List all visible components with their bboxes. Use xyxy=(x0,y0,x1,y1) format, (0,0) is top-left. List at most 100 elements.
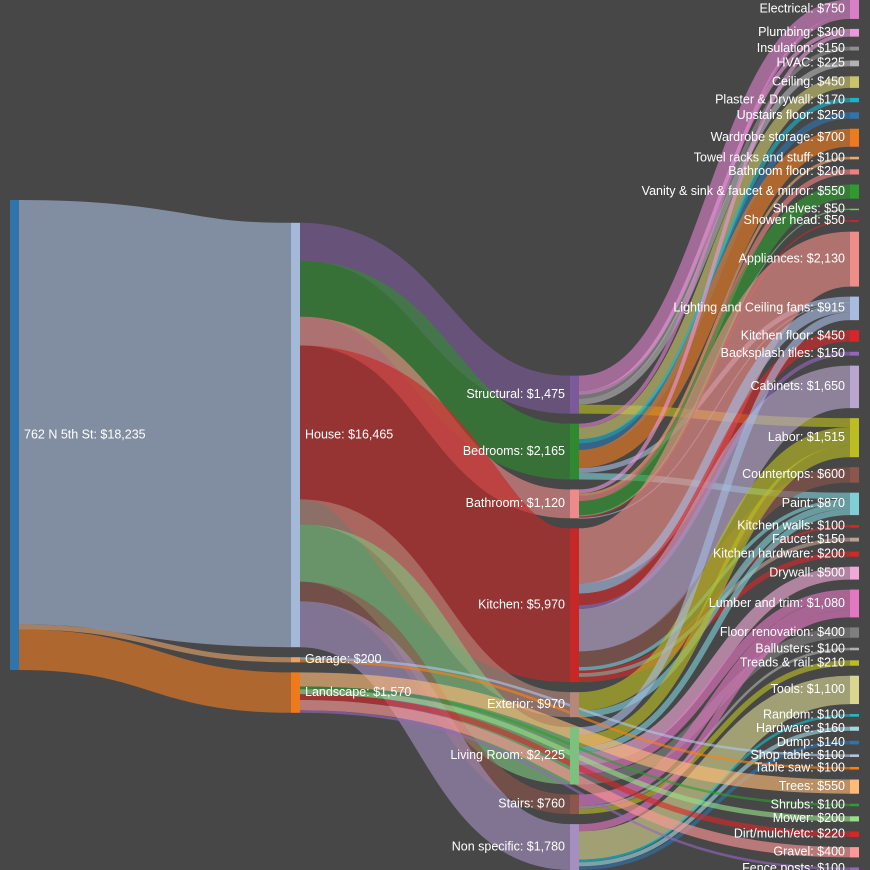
node-gravel xyxy=(850,847,859,858)
node-label-kitchen: Kitchen: $5,970 xyxy=(478,598,565,612)
node-stairs xyxy=(570,794,579,815)
link-house-to-nonspecific xyxy=(298,601,572,870)
node-label-vanity: Vanity & sink & faucet & mirror: $550 xyxy=(642,184,845,198)
sankey-nodes xyxy=(10,0,859,870)
node-electrical xyxy=(850,0,859,19)
node-shower xyxy=(850,220,859,222)
link-kitchen-to-appliances xyxy=(576,231,853,584)
node-label-backsplash: Backsplash tiles: $150 xyxy=(721,346,845,360)
node-random xyxy=(850,714,859,717)
sankey-labels: 762 N 5th St: $18,235 House: $16,465 Garag… xyxy=(24,2,845,870)
link-bathroom-to-towel xyxy=(578,156,851,496)
node-label-stairs: Stairs: $760 xyxy=(498,797,565,811)
node-label-kitchen_floor: Kitchen floor: $450 xyxy=(741,328,845,342)
node-ballusters xyxy=(850,647,859,651)
node-label-structural: Structural: $1,475 xyxy=(466,387,565,401)
node-label-wardrobe: Wardrobe storage: $700 xyxy=(711,130,845,144)
node-label-house: House: $16,465 xyxy=(305,427,393,441)
link-exterior-to-labor xyxy=(578,427,851,711)
node-plaster xyxy=(850,97,859,103)
node-garage xyxy=(291,657,300,663)
node-countertops xyxy=(850,467,859,483)
node-faucet xyxy=(850,537,859,542)
node-kitchen_hardware xyxy=(850,551,859,557)
node-label-mower: Mower: $200 xyxy=(773,811,845,825)
node-dump xyxy=(850,740,859,745)
node-living xyxy=(570,727,579,785)
node-label-bedrooms: Bedrooms: $2,165 xyxy=(463,444,565,458)
node-label-countertops: Countertops: $600 xyxy=(742,467,845,481)
node-label-plumbing: Plumbing: $300 xyxy=(758,25,845,39)
link-nonspecific-to-random xyxy=(578,714,851,863)
node-lighting xyxy=(850,296,859,321)
node-label-floor_reno: Floor renovation: $400 xyxy=(720,625,845,639)
node-vanity xyxy=(850,184,859,199)
node-label-lighting: Lighting and Ceiling fans: $915 xyxy=(673,301,845,315)
node-kitchen_walls xyxy=(850,525,859,528)
node-labor xyxy=(850,418,859,458)
node-drywall xyxy=(850,566,859,580)
node-ceiling xyxy=(850,76,859,88)
link-root-to-house xyxy=(17,199,293,648)
node-label-living: Living Room: $2,225 xyxy=(450,748,565,762)
node-fence xyxy=(850,867,859,870)
node-label-ballusters: Ballusters: $100 xyxy=(755,641,845,655)
node-kitchen xyxy=(570,528,579,683)
link-living-to-lighting xyxy=(578,312,851,735)
node-label-dump: Dump: $140 xyxy=(777,735,845,749)
node-lumber xyxy=(850,589,859,618)
node-nonspecific xyxy=(570,824,579,870)
node-label-hvac: HVAC: $225 xyxy=(776,56,845,70)
node-kitchen_floor xyxy=(850,330,859,342)
node-label-nonspecific: Non specific: $1,780 xyxy=(452,839,565,853)
node-label-plaster: Plaster & Drywall: $170 xyxy=(715,92,845,106)
link-nonspecific-to-tools xyxy=(578,675,851,860)
node-label-garage: Garage: $200 xyxy=(305,652,381,666)
node-trees xyxy=(850,779,859,794)
node-label-bathroom: Bathroom: $1,120 xyxy=(466,496,565,510)
node-root xyxy=(10,200,19,670)
link-kitchen-to-lighting xyxy=(578,302,851,594)
node-shop_table xyxy=(850,754,859,757)
node-label-paint: Paint: $870 xyxy=(782,496,845,510)
node-label-gravel: Gravel: $400 xyxy=(773,845,845,859)
node-structural xyxy=(570,375,579,414)
node-label-bathroom_floor: Bathroom floor: $200 xyxy=(728,164,845,178)
node-label-tools: Tools: $1,100 xyxy=(771,682,845,696)
link-root-to-landscape xyxy=(18,629,292,713)
node-backsplash xyxy=(850,351,859,356)
node-table_saw xyxy=(850,766,859,770)
node-paint xyxy=(850,492,859,516)
link-house-to-living xyxy=(298,524,572,785)
node-label-kitchen_hardware: Kitchen hardware: $200 xyxy=(713,546,845,560)
node-label-insulation: Insulation: $150 xyxy=(757,41,845,55)
link-nonspecific-to-hardware xyxy=(578,726,851,867)
link-structural-to-plumbing xyxy=(578,28,851,395)
node-label-shelves: Shelves: $50 xyxy=(773,202,845,216)
node-exterior xyxy=(570,692,579,718)
node-hvac xyxy=(850,60,859,67)
link-bathroom-to-plumbing xyxy=(578,32,851,494)
link-structural-to-electrical xyxy=(578,0,851,392)
node-label-treads: Treads & rail: $210 xyxy=(740,655,845,669)
link-bedrooms-to-electrical xyxy=(578,15,851,428)
link-living-to-paint xyxy=(578,509,851,753)
node-dirt xyxy=(850,831,859,838)
node-tools xyxy=(850,675,859,705)
link-landscape-to-fence xyxy=(299,710,851,870)
link-house-to-kitchen xyxy=(295,345,575,683)
node-label-faucet: Faucet: $150 xyxy=(772,532,845,546)
node-label-ceiling: Ceiling: $450 xyxy=(772,74,845,88)
link-root-to-garage xyxy=(18,624,292,663)
link-house-to-structural xyxy=(299,222,571,414)
node-label-shower: Shower head: $50 xyxy=(744,213,846,227)
node-cabinets xyxy=(850,365,859,409)
node-landscape xyxy=(291,672,300,713)
node-label-drywall: Drywall: $500 xyxy=(769,565,845,579)
link-living-to-lumber xyxy=(578,589,851,775)
node-label-upstairs_floor: Upstairs floor: $250 xyxy=(737,108,845,122)
link-exterior-to-paint xyxy=(578,502,851,718)
node-mower xyxy=(850,816,859,822)
node-label-root: 762 N 5th St: $18,235 xyxy=(24,427,146,441)
